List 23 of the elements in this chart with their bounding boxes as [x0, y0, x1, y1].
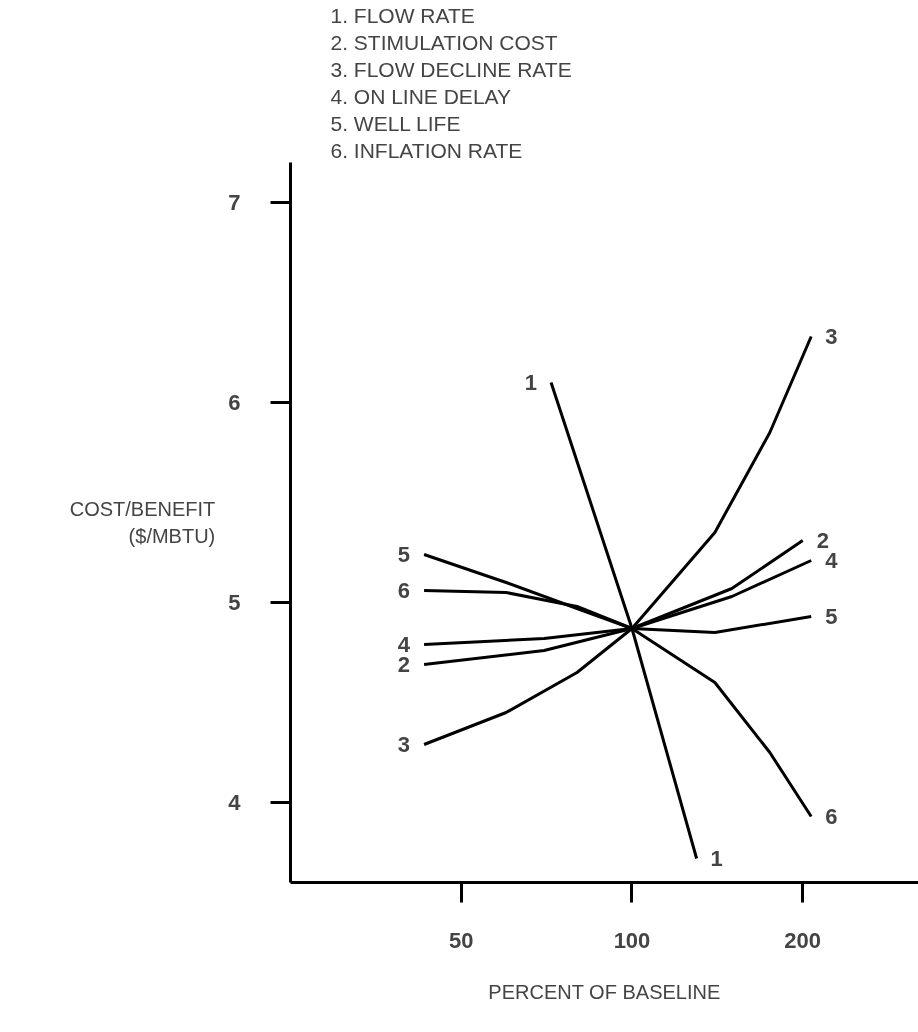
text: 3: [825, 324, 838, 349]
text: 3. FLOW DECLINE RATE: [330, 57, 572, 81]
y-tick-label: 4: [228, 790, 242, 815]
text: 1. FLOW RATE: [330, 3, 475, 27]
y-tick-label: 7: [228, 190, 241, 215]
text: 2. STIMULATION COST: [330, 30, 558, 54]
y-axis-title: COST/BENEFIT ($/MBTU): [69, 498, 216, 547]
x-tick-label: 200: [784, 927, 822, 953]
text: 1: [710, 846, 723, 871]
y-tick-label: 6: [228, 390, 241, 415]
x-tick-label: 100: [613, 927, 651, 953]
text: 5: [825, 604, 838, 629]
series-label: 1: [524, 370, 538, 395]
x-axis-title: PERCENT OF BASELINE: [488, 980, 721, 1003]
text: 4. ON LINE DELAY: [330, 84, 512, 108]
text: 5. WELL LIFE: [330, 111, 461, 135]
series-label: 5: [397, 542, 411, 567]
series-label: 3: [397, 732, 411, 757]
y-tick-label: 5: [228, 590, 241, 615]
x-tick-label: 50: [449, 927, 474, 953]
text: 6: [825, 804, 838, 829]
text: 6. INFLATION RATE: [330, 138, 523, 162]
series-label: 6: [397, 578, 411, 603]
